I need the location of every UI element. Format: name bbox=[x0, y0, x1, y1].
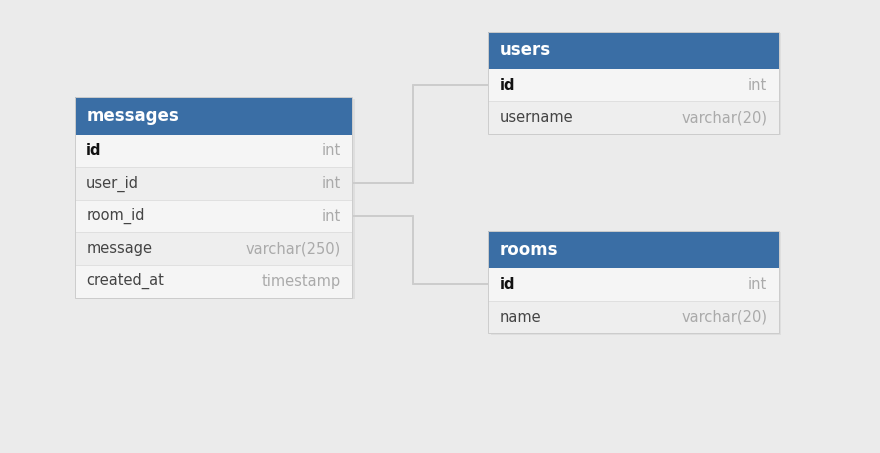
FancyBboxPatch shape bbox=[488, 69, 779, 134]
Text: rooms: rooms bbox=[500, 241, 558, 259]
Text: user_id: user_id bbox=[86, 175, 139, 192]
Text: int: int bbox=[321, 143, 341, 159]
FancyBboxPatch shape bbox=[488, 101, 779, 134]
FancyBboxPatch shape bbox=[75, 97, 352, 135]
Text: name: name bbox=[500, 309, 541, 325]
Text: varchar(20): varchar(20) bbox=[681, 309, 767, 325]
Text: int: int bbox=[748, 277, 767, 292]
FancyBboxPatch shape bbox=[488, 32, 779, 69]
Text: room_id: room_id bbox=[86, 208, 144, 224]
Text: users: users bbox=[500, 41, 551, 59]
FancyBboxPatch shape bbox=[77, 99, 355, 299]
FancyBboxPatch shape bbox=[75, 167, 352, 200]
FancyBboxPatch shape bbox=[75, 265, 352, 298]
Text: int: int bbox=[321, 176, 341, 191]
Text: username: username bbox=[500, 110, 574, 125]
Text: created_at: created_at bbox=[86, 273, 164, 289]
FancyBboxPatch shape bbox=[75, 135, 352, 298]
Text: varchar(20): varchar(20) bbox=[681, 110, 767, 125]
FancyBboxPatch shape bbox=[488, 69, 779, 101]
FancyBboxPatch shape bbox=[488, 268, 779, 333]
Text: int: int bbox=[748, 77, 767, 93]
FancyBboxPatch shape bbox=[488, 231, 779, 268]
FancyBboxPatch shape bbox=[488, 268, 779, 301]
Text: id: id bbox=[86, 143, 102, 159]
Text: message: message bbox=[86, 241, 152, 256]
Text: id: id bbox=[500, 277, 516, 292]
FancyBboxPatch shape bbox=[491, 232, 781, 335]
Text: int: int bbox=[321, 208, 341, 224]
FancyBboxPatch shape bbox=[491, 33, 781, 135]
FancyBboxPatch shape bbox=[75, 232, 352, 265]
Text: messages: messages bbox=[86, 107, 179, 125]
Text: id: id bbox=[500, 77, 516, 93]
Text: varchar(250): varchar(250) bbox=[246, 241, 341, 256]
FancyBboxPatch shape bbox=[75, 200, 352, 232]
FancyBboxPatch shape bbox=[488, 301, 779, 333]
FancyBboxPatch shape bbox=[75, 135, 352, 167]
Text: timestamp: timestamp bbox=[261, 274, 341, 289]
